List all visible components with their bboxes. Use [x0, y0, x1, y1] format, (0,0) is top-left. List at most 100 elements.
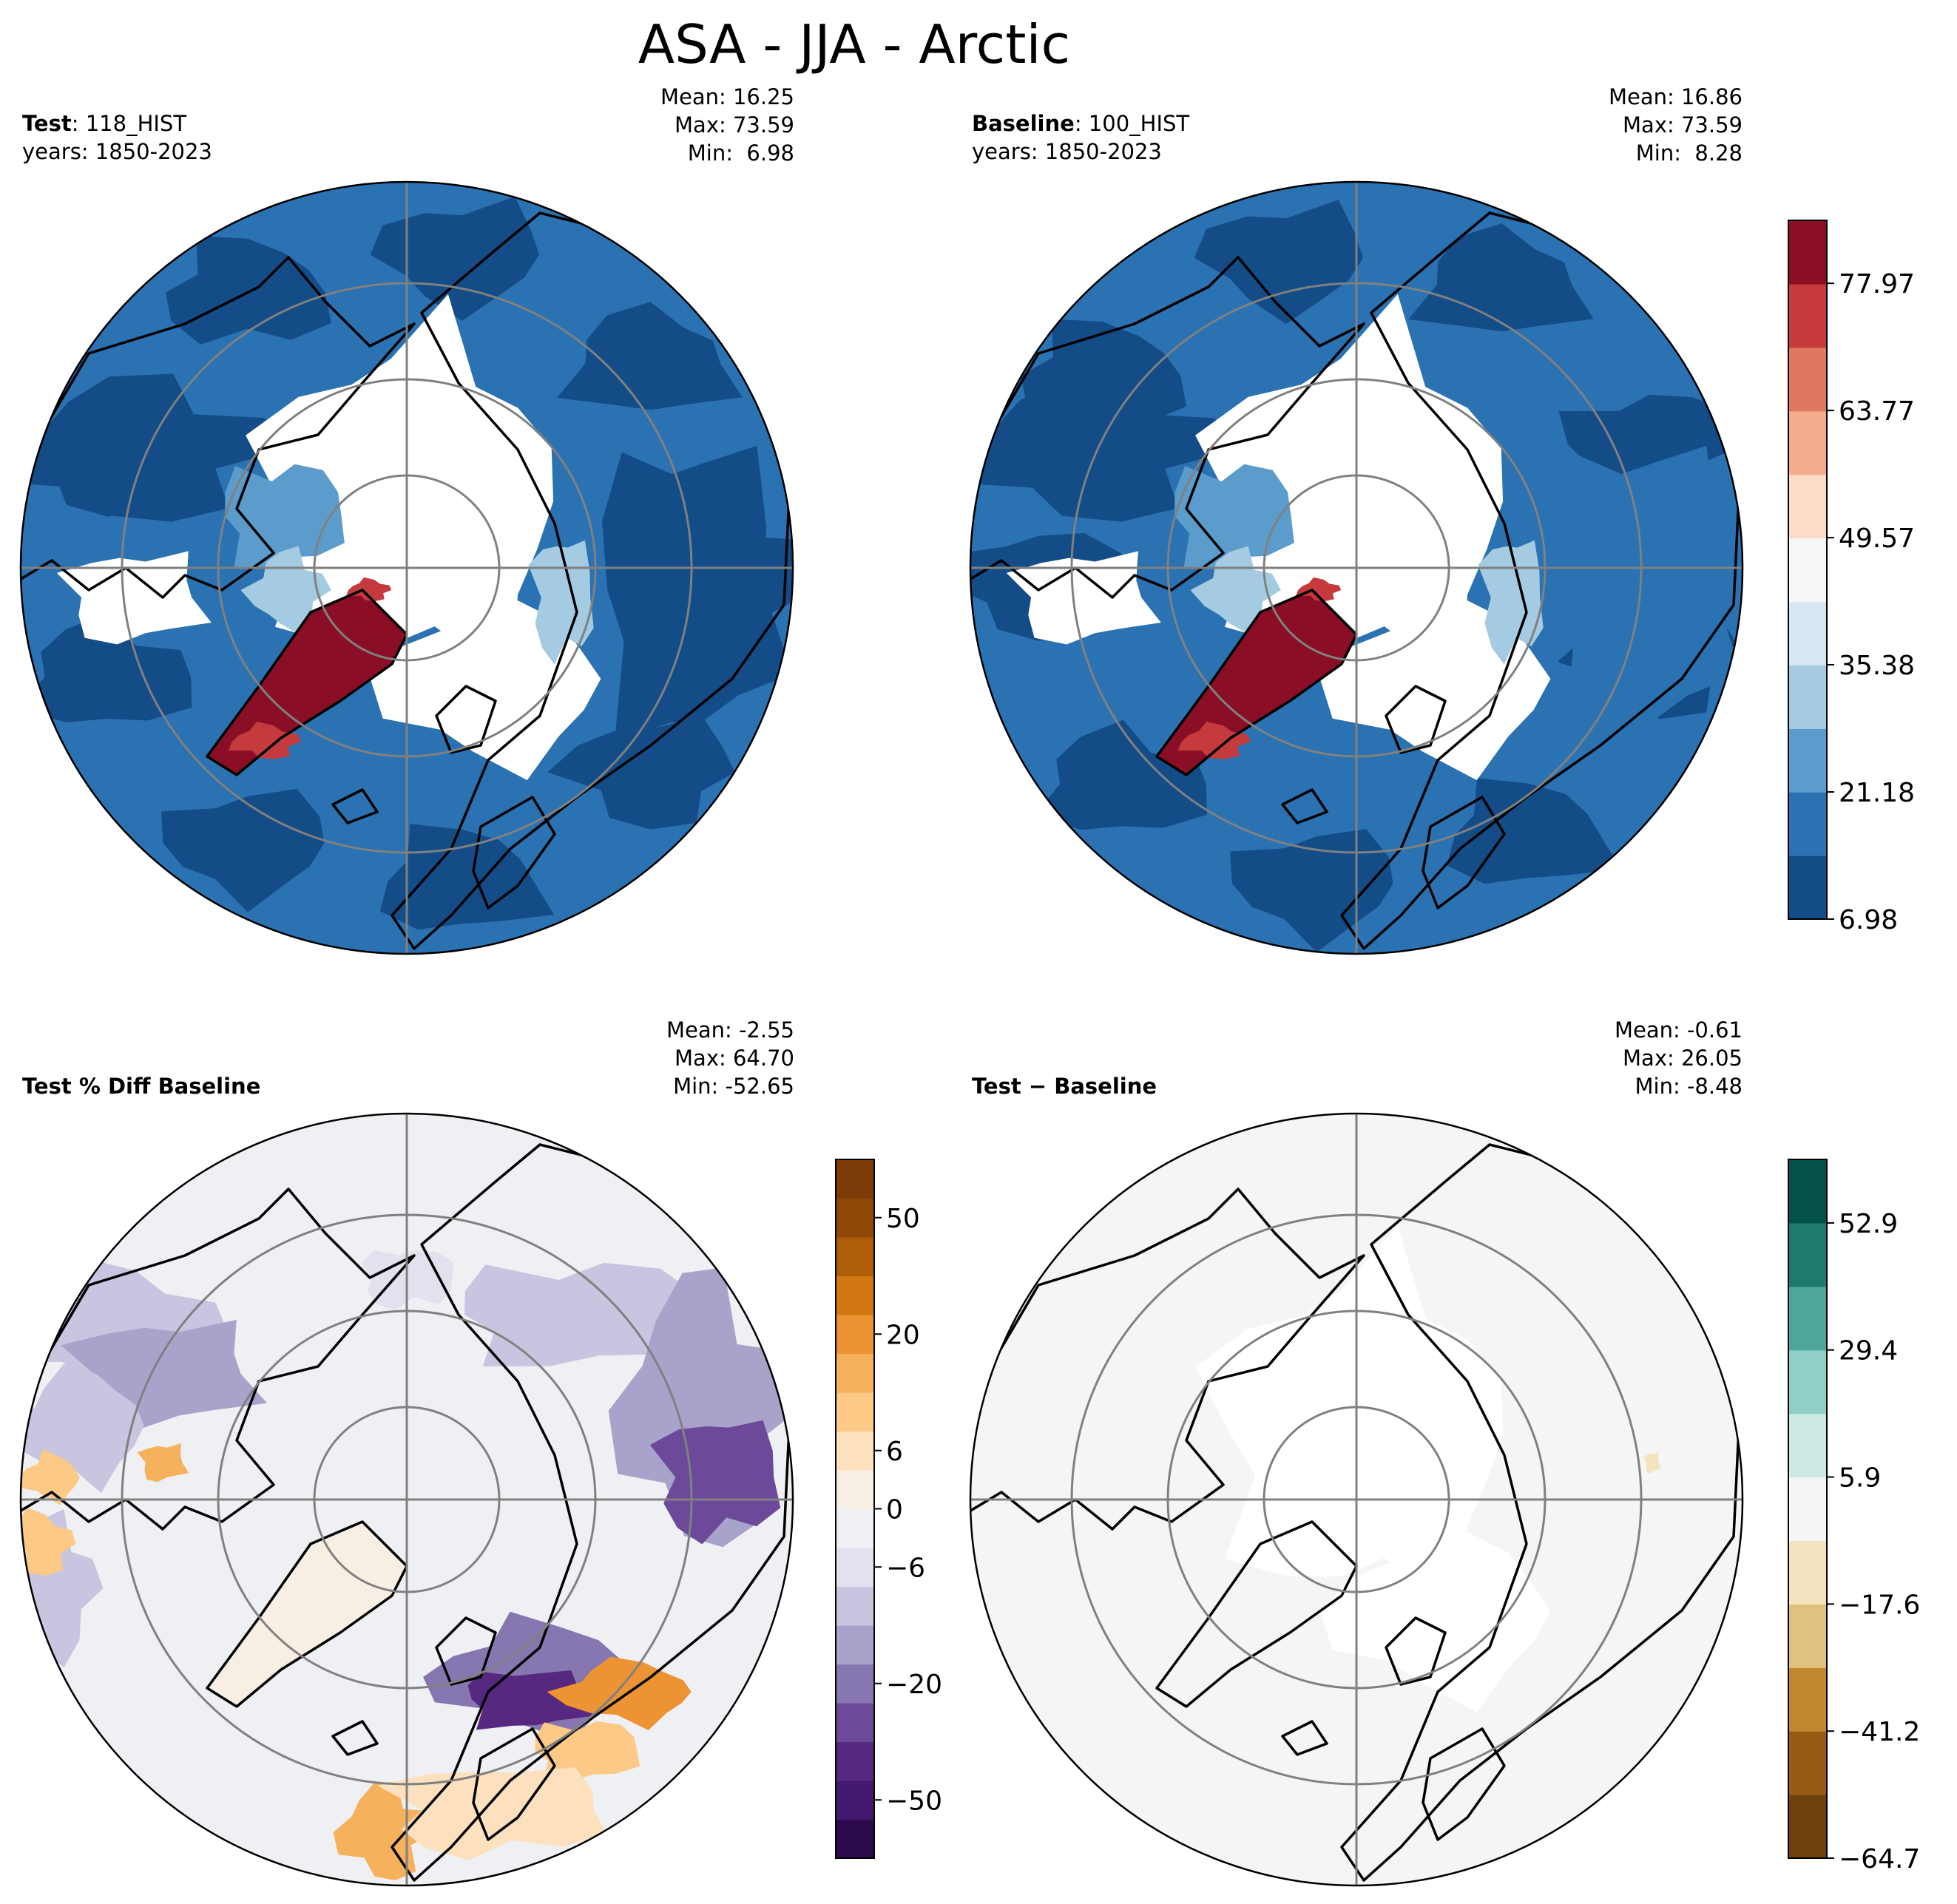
diff-stat-mean: Mean: -0.61 — [1614, 1017, 1743, 1043]
pct-diff-colorbar-swatch — [836, 1353, 874, 1393]
test-label-name: : 118_HIST — [71, 111, 187, 136]
baseline-gridlines — [970, 182, 1743, 954]
pct-diff-positive-patch — [21, 1449, 80, 1505]
pct-diff-colorbar-swatch — [836, 1781, 874, 1820]
baseline-map — [969, 180, 1744, 955]
baseline-colorbar-swatch — [1788, 665, 1827, 729]
baseline-years: years: 1850-2023 — [972, 139, 1162, 164]
test-stat-min: Min: 6.98 — [687, 140, 794, 166]
test-dark-patch — [547, 715, 735, 830]
baseline-colorbar-swatch — [1788, 347, 1827, 412]
pct-diff-colorbar-swatch — [836, 1198, 874, 1238]
diff-colorbar-label: −17.6 — [1839, 1590, 1920, 1620]
baseline-colorbar-frame — [1788, 220, 1828, 920]
baseline-stat-mean: Mean: 16.86 — [1608, 84, 1743, 109]
test-boundary — [19, 180, 794, 955]
pct-diff-map — [19, 1112, 794, 1887]
baseline-colorbar-swatch — [1788, 474, 1827, 539]
pct-diff-colorbar-label: 50 — [886, 1204, 920, 1234]
diff-colorbar-swatch — [1788, 1286, 1827, 1351]
pct-diff-stat-max: Max: 64.70 — [675, 1046, 794, 1071]
pct-diff-colorbar-swatch — [836, 1315, 874, 1355]
baseline-colorbar-swatch — [1788, 728, 1827, 793]
test-dark-patch — [557, 302, 743, 410]
pct-diff-coast-svalbard — [435, 1616, 497, 1686]
baseline-greenland-edge — [1296, 577, 1342, 602]
pct-diff-label-bold: Test % Diff Baseline — [22, 1074, 261, 1099]
baseline-colorbar-swatch — [1788, 220, 1827, 285]
test-label: Test: 118_HIST years: 1850-2023 — [22, 109, 212, 166]
pct-diff-colorbar-swatch — [836, 1159, 874, 1199]
diff-colorbar-label: 5.9 — [1839, 1463, 1881, 1494]
test-greenland-edge — [346, 577, 392, 602]
baseline-dark-patch — [1552, 445, 1742, 744]
test-dark-patch — [161, 788, 325, 912]
pct-diff-colorbar-swatch — [836, 1392, 874, 1432]
pct-diff-stat-min: Min: -52.65 — [673, 1074, 794, 1099]
pct-diff-colorbar-label: 0 — [886, 1495, 903, 1525]
baseline-coast-iceland — [1281, 788, 1328, 824]
baseline-colorbar-swatch — [1788, 410, 1827, 475]
test-nodata-hudson — [56, 551, 212, 645]
baseline-colorbar-swatch — [1788, 856, 1827, 920]
pct-diff-colorbar-swatch — [836, 1819, 874, 1859]
pct-diff-label: Test % Diff Baseline — [22, 1072, 260, 1100]
diff-coast-iceland — [1281, 1720, 1328, 1756]
test-coast-greenland — [206, 589, 408, 776]
pct-diff-positive-patch — [21, 1507, 76, 1576]
pct-diff-coast-iceland — [331, 1720, 379, 1756]
diff-colorbar-swatch — [1788, 1349, 1827, 1415]
test-gridlines — [21, 182, 793, 954]
diff-colorbar-label: 29.4 — [1839, 1336, 1898, 1366]
baseline-colorbar-swatch — [1788, 792, 1827, 856]
baseline-colorbar-swatch — [1788, 601, 1827, 665]
baseline-colorbar: 6.98 21.18 35.38 49.57 63.77 77.97 — [1788, 220, 1915, 935]
test-dark-patch — [602, 445, 792, 744]
baseline-colorbar-label: 49.57 — [1839, 524, 1915, 554]
diff-coast-scandinavia — [1422, 1727, 1506, 1841]
baseline-dark-patch — [1230, 829, 1393, 952]
figure-title: ASA - JJA - Arctic — [638, 13, 1071, 75]
diff-boundary — [969, 1112, 1744, 1887]
baseline-coastal-light — [1478, 540, 1544, 665]
pct-diff-stats: Mean: -2.55 Max: 64.70 Min: -52.65 — [459, 1016, 794, 1100]
baseline-dark-patch — [1408, 223, 1594, 332]
pct-diff-colorbar-swatch — [836, 1237, 874, 1277]
baseline-label-bold: Baseline — [972, 111, 1075, 136]
test-stat-max: Max: 73.59 — [675, 112, 794, 138]
pct-diff-colorbar-swatch — [836, 1664, 874, 1704]
pct-diff-boundary — [19, 1112, 794, 1887]
pct-diff-positive-patch — [535, 1721, 640, 1781]
pct-diff-gridlines — [21, 1114, 793, 1886]
pct-diff-negative-patch — [649, 1420, 781, 1545]
pct-diff-colorbar: −50 −20 −6 0 6 20 50 — [835, 1159, 942, 1859]
pct-diff-positive-patch — [333, 1781, 436, 1880]
baseline-archipelago — [1190, 546, 1281, 634]
test-dark-patch — [370, 197, 540, 321]
baseline-colorbar-label: 6.98 — [1839, 905, 1898, 935]
pct-diff-greenland-field — [207, 1522, 407, 1707]
baseline-colorbar-label: 35.38 — [1839, 651, 1915, 681]
pct-diff-colorbar-swatch — [836, 1703, 874, 1743]
pct-diff-coast-scandinavia — [472, 1727, 556, 1841]
baseline-label: Baseline: 100_HIST years: 1850-2023 — [972, 109, 1189, 166]
pct-diff-positive-patch — [547, 1656, 692, 1730]
test-dark-patch — [166, 235, 331, 345]
baseline-coast-greenland — [1155, 589, 1358, 776]
diff-colorbar-swatch — [1788, 1159, 1827, 1224]
diff-coast-svalbard — [1385, 1616, 1447, 1686]
pct-diff-positive-patch — [137, 1443, 189, 1483]
baseline-boundary — [969, 180, 1744, 955]
pct-diff-colorbar-swatch — [836, 1548, 874, 1588]
baseline-stat-max: Max: 73.59 — [1623, 112, 1743, 138]
diff-map — [969, 1112, 1744, 1887]
diff-colorbar-label: 52.9 — [1839, 1209, 1898, 1239]
diff-gridlines — [970, 1114, 1743, 1886]
baseline-colorbar-swatch — [1788, 538, 1827, 603]
test-years: years: 1850-2023 — [22, 139, 212, 164]
pct-diff-colorbar-swatch — [836, 1741, 874, 1781]
diff-stats: Mean: -0.61 Max: 26.05 Min: -8.48 — [1405, 1016, 1743, 1100]
diff-colorbar-swatch — [1788, 1795, 1827, 1859]
baseline-greenland-edge — [1177, 721, 1251, 759]
pct-diff-colorbar-swatch — [836, 1625, 874, 1665]
